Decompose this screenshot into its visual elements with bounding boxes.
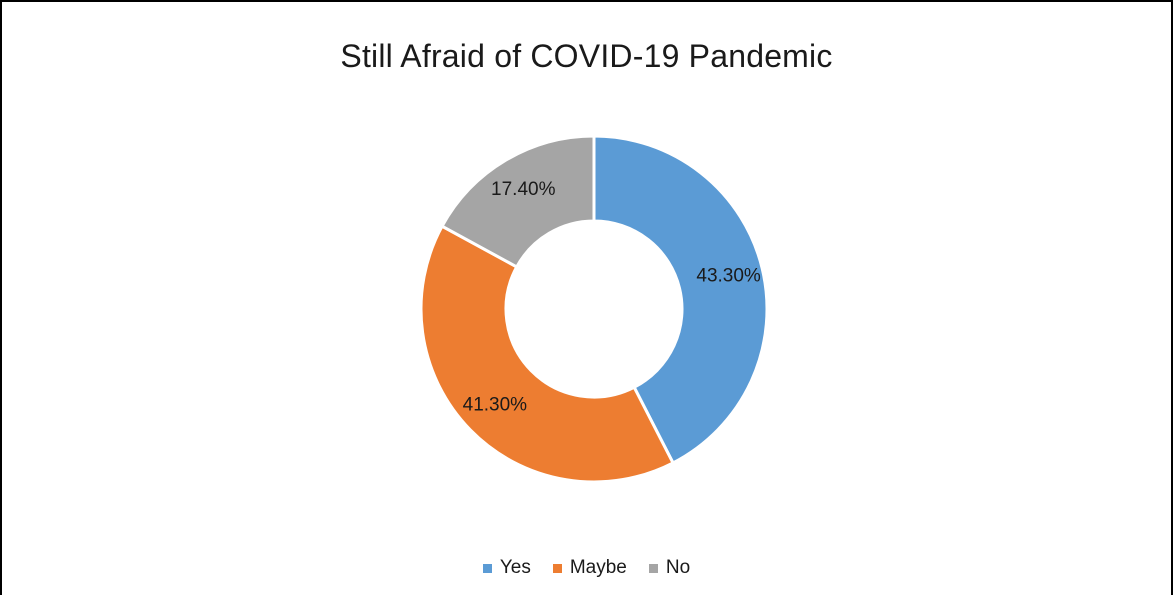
- legend-label-no: No: [665, 557, 691, 578]
- legend-item-maybe: Maybe: [552, 557, 627, 579]
- slice-no: [440, 134, 596, 269]
- data-label-no: 17.40%: [491, 179, 556, 200]
- data-label-yes: 43.30%: [696, 265, 761, 286]
- legend: Yes Maybe No: [2, 557, 1171, 579]
- donut-slices: [419, 134, 769, 484]
- legend-item-yes: Yes: [482, 557, 531, 579]
- legend-swatch-no: [648, 563, 658, 573]
- slice-yes: [592, 134, 769, 465]
- slice-maybe: [419, 224, 676, 484]
- legend-label-yes: Yes: [499, 557, 531, 578]
- legend-item-no: No: [648, 557, 691, 579]
- chart-title: Still Afraid of COVID-19 Pandemic: [340, 38, 833, 74]
- legend-swatch-maybe: [552, 563, 562, 573]
- data-label-maybe: 41.30%: [463, 395, 528, 416]
- legend-swatch-yes: [482, 563, 492, 573]
- legend-label-maybe: Maybe: [569, 557, 627, 578]
- data-labels: 43.30% 41.30% 17.40%: [463, 179, 761, 416]
